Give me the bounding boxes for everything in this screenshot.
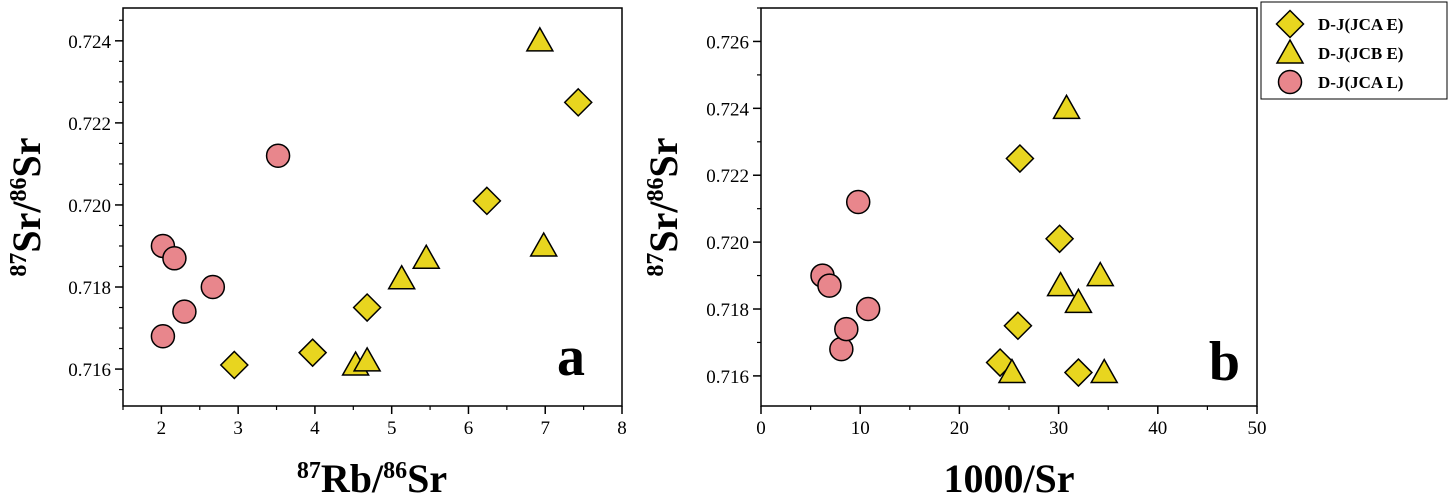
panel-a-x-el2: Sr — [407, 456, 447, 501]
panel-a-label: a — [557, 326, 585, 388]
legend-triangle-icon — [1275, 38, 1305, 64]
panel-a-y-iso2: 86 — [6, 177, 32, 201]
legend-label-1: D-J(JCB E) — [1318, 44, 1403, 63]
diamond-data-point — [1045, 224, 1075, 254]
panel-a-frame — [122, 7, 623, 407]
panel-a-x-iso2: 86 — [383, 458, 407, 484]
triangle-data-point — [1064, 287, 1093, 314]
panel-a-y-axis-title: 87Sr/86Sr — [4, 137, 49, 276]
x-tick-label: 50 — [1248, 418, 1267, 439]
y-tick-label: 0.718 — [706, 300, 749, 321]
circle-data-point — [829, 336, 854, 362]
diamond-data-point — [563, 87, 593, 117]
legend-entry-2: D-J(JCA L) — [1277, 69, 1403, 95]
x-tick-label: 30 — [1049, 418, 1068, 439]
triangle-data-point — [1089, 358, 1119, 384]
diamond-data-point — [298, 338, 328, 368]
x-tick-label: 0 — [756, 418, 766, 439]
diamond-data-point — [219, 350, 249, 380]
triangle-data-point — [387, 264, 416, 290]
circle-data-point — [817, 273, 842, 298]
panel-a-y-el1: Sr/ — [4, 201, 49, 253]
circle-data-point — [265, 143, 291, 168]
x-tick-label: 5 — [387, 418, 397, 439]
panel-a-y-ticks: 0.716 0.718 0.720 0.722 0.724 — [68, 19, 123, 391]
circle-data-point — [162, 246, 187, 271]
triangle-data-point — [1052, 93, 1081, 120]
x-tick-label: 2 — [157, 418, 167, 439]
panel-a-y-iso1: 87 — [6, 253, 32, 277]
diamond-data-point — [352, 292, 382, 323]
circle-data-point — [200, 274, 226, 300]
y-tick-label: 0.722 — [706, 166, 749, 187]
panel-a-x-iso1: 87 — [297, 458, 321, 484]
panel-b-x-axis-title: 1000/Sr — [943, 456, 1074, 501]
panel-b-y-ticks: 0.716 0.718 0.720 0.722 0.724 0.726 — [706, 7, 761, 388]
circle-data-point — [150, 323, 176, 349]
panel-a-points — [150, 26, 593, 380]
x-tick-label: 8 — [617, 418, 627, 439]
panel-a-y-el2: Sr — [4, 137, 49, 177]
diamond-data-point — [472, 186, 502, 216]
legend-label-2: D-J(JCA L) — [1318, 73, 1403, 92]
panel-b-y-el2: Sr — [641, 137, 686, 177]
legend-triangle-marker — [1275, 38, 1305, 64]
x-tick-label: 3 — [233, 418, 243, 439]
legend-entry-1: D-J(JCB E) — [1275, 38, 1403, 64]
triangle-data-point — [411, 243, 441, 270]
y-tick-label: 0.724 — [706, 99, 749, 120]
legend-diamond-marker — [1275, 9, 1305, 39]
diamond-data-point — [1003, 311, 1033, 341]
x-tick-label: 40 — [1148, 418, 1167, 439]
y-tick-label: 0.724 — [68, 32, 111, 53]
legend-circle-marker — [1277, 69, 1303, 95]
panel-a-x-el1: Rb/ — [321, 456, 384, 501]
panel-b-x-ticks: 0 10 20 30 40 50 — [756, 406, 1267, 439]
circle-data-point — [834, 316, 859, 342]
legend-entry-0: D-J(JCA E) — [1275, 9, 1403, 39]
x-tick-label: 10 — [851, 418, 870, 439]
panel-b-label: b — [1209, 331, 1240, 393]
diamond-data-point — [1063, 357, 1094, 388]
y-tick-label: 0.722 — [68, 114, 111, 135]
triangle-data-point — [525, 26, 555, 52]
x-tick-label: 7 — [540, 418, 550, 439]
x-tick-label: 6 — [464, 418, 474, 439]
circle-data-point — [172, 299, 197, 324]
triangle-data-point — [1046, 271, 1075, 297]
circle-data-point — [855, 296, 881, 322]
legend-label-0: D-J(JCA E) — [1318, 15, 1403, 34]
circle-data-point — [845, 189, 871, 215]
diamond-data-point — [1005, 143, 1035, 174]
y-tick-label: 0.716 — [68, 360, 111, 381]
triangle-data-point — [997, 358, 1027, 384]
panel-b-y-iso1: 87 — [643, 253, 669, 277]
y-tick-label: 0.720 — [68, 196, 111, 217]
legend-circle-icon — [1277, 69, 1303, 95]
panel-b-chart: 0 10 20 30 40 50 0.7160.7180.7200.7220.7240.7… — [641, 7, 1267, 501]
panel-b-points — [810, 93, 1119, 388]
y-tick-label: 0.716 — [706, 367, 749, 388]
panel-b-y-iso2: 86 — [643, 177, 669, 201]
panel-b-y-axis-title: 87Sr/86Sr — [641, 137, 686, 276]
panel-a-x-ticks: 2 3 4 5 6 7 8 — [122, 406, 627, 439]
y-tick-label: 0.726 — [706, 32, 749, 53]
legend: D-J(JCA E) D-J(JCB E) D-J(JCA L) — [1260, 1, 1448, 100]
triangle-data-point — [352, 346, 382, 372]
panel-b-y-el1: Sr/ — [641, 201, 686, 253]
triangle-data-point — [1085, 261, 1115, 287]
panel-a-x-axis-title: 87Rb/86Sr — [297, 456, 447, 501]
x-tick-label: 20 — [950, 418, 969, 439]
legend-diamond-icon — [1275, 9, 1305, 39]
y-tick-label: 0.720 — [706, 233, 749, 254]
y-tick-label: 0.718 — [68, 278, 111, 299]
triangle-data-point — [529, 231, 558, 257]
x-tick-label: 4 — [310, 418, 320, 439]
